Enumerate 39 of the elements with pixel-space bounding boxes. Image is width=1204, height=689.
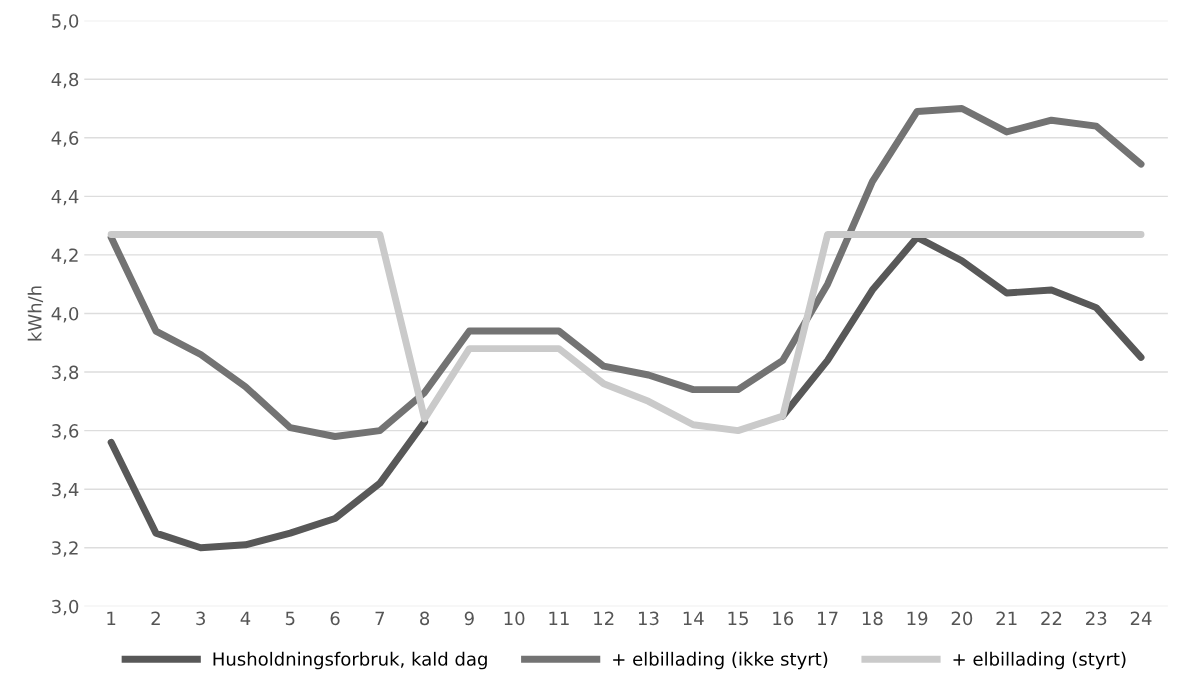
y-tick-label: 3,6 xyxy=(52,424,79,440)
x-tick-label: 19 xyxy=(907,611,928,626)
x-tick-label: 10 xyxy=(504,611,525,626)
x-tick-label: 3 xyxy=(196,611,205,626)
x-tick-label: 7 xyxy=(375,611,385,625)
x-tick-label: 4 xyxy=(240,611,251,625)
y-tick-label: 4,2 xyxy=(51,248,78,264)
y-tick-label: 4,8 xyxy=(51,72,79,89)
x-tick-label: 23 xyxy=(1086,611,1107,626)
x-tick-label: 9 xyxy=(464,611,474,626)
legend-label: Husholdningsforbruk, kald dag xyxy=(213,651,487,670)
y-axis-title: kWh/h xyxy=(27,286,44,341)
x-tick-label: 11 xyxy=(549,611,569,625)
x-tick-label: 12 xyxy=(594,611,614,625)
x-tick-label: 21 xyxy=(996,611,1017,625)
x-tick-label: 22 xyxy=(1041,611,1062,625)
legend-label: + elbillading (styrt) xyxy=(953,651,1126,670)
x-tick-label: 8 xyxy=(420,611,430,626)
x-tick-label: 14 xyxy=(683,611,704,625)
y-tick-label: 4,4 xyxy=(51,190,79,206)
x-tick-label: 16 xyxy=(773,611,794,626)
x-tick-label: 17 xyxy=(818,611,838,625)
x-tick-label: 24 xyxy=(1130,611,1152,625)
x-tick-label: 6 xyxy=(330,611,340,626)
x-tick-label: 15 xyxy=(728,611,748,626)
x-tick-label: 2 xyxy=(151,611,160,625)
x-tick-label: 18 xyxy=(862,611,883,626)
y-tick-label: 3,8 xyxy=(52,365,79,382)
legend-label: + elbillading (ikke styrt) xyxy=(613,651,828,670)
x-tick-label: 20 xyxy=(951,611,973,626)
y-tick-label: 5,0 xyxy=(52,14,79,30)
y-tick-label: 4,6 xyxy=(51,131,79,147)
x-tick-label: 1 xyxy=(107,611,116,625)
y-tick-label: 4,0 xyxy=(51,306,79,323)
y-tick-label: 3,4 xyxy=(52,482,79,499)
x-tick-label: 5 xyxy=(285,611,295,626)
y-tick-label: 3,2 xyxy=(52,541,78,557)
x-tick-label: 13 xyxy=(638,611,659,626)
y-tick-label: 3,0 xyxy=(52,599,79,616)
